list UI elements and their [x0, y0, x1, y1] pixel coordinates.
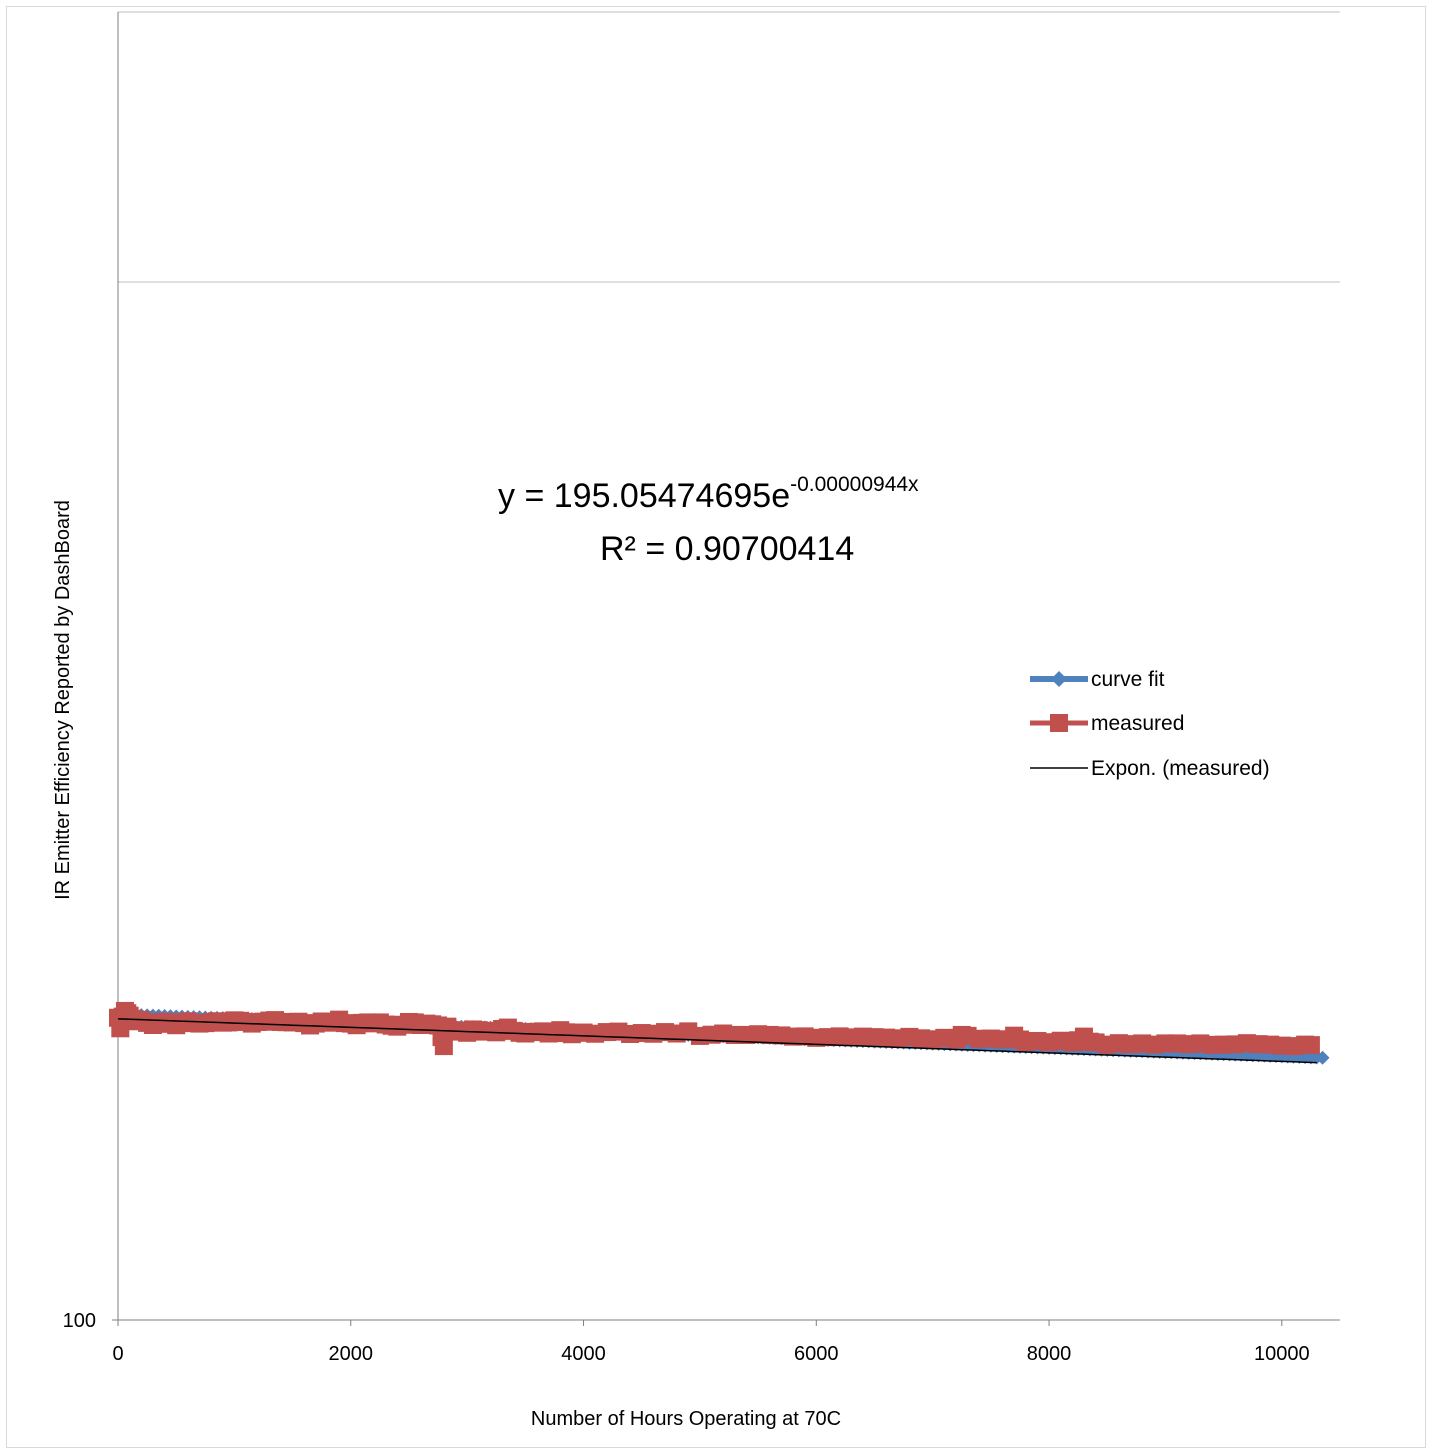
measured-point [1301, 1036, 1320, 1055]
x-tick-label: 0 [112, 1343, 123, 1365]
trendline-equation: y = 195.05474695e-0.00000944x [498, 473, 919, 515]
legend-item: measured [1030, 712, 1184, 735]
legend-label: curve fit [1091, 668, 1165, 691]
x-axis-label: Number of Hours Operating at 70C [531, 1408, 841, 1430]
trendline-r2: R² = 0.90700414 [600, 530, 854, 568]
x-tick-label: 10000 [1254, 1343, 1310, 1365]
y-axis-label: IR Emitter Efficiency Reported by DashBo… [52, 500, 74, 900]
legend-swatch-diamond [1051, 671, 1067, 687]
curve-fit-point [1315, 1050, 1330, 1065]
y-tick-label: 100 [63, 1310, 96, 1332]
x-tick-label: 2000 [329, 1343, 374, 1365]
x-tick-label: 4000 [561, 1343, 606, 1365]
legend-item: curve fit [1030, 668, 1165, 691]
chart-area [6, 6, 1426, 1448]
legend-swatch-square [1050, 714, 1068, 732]
measured-point [434, 1037, 453, 1056]
legend-label: measured [1091, 712, 1184, 735]
x-tick-label: 6000 [794, 1343, 839, 1365]
legend-label: Expon. (measured) [1091, 757, 1270, 780]
x-tick-label: 8000 [1027, 1343, 1072, 1365]
legend-item: Expon. (measured) [1030, 757, 1270, 780]
trendline [117, 1018, 1317, 1064]
